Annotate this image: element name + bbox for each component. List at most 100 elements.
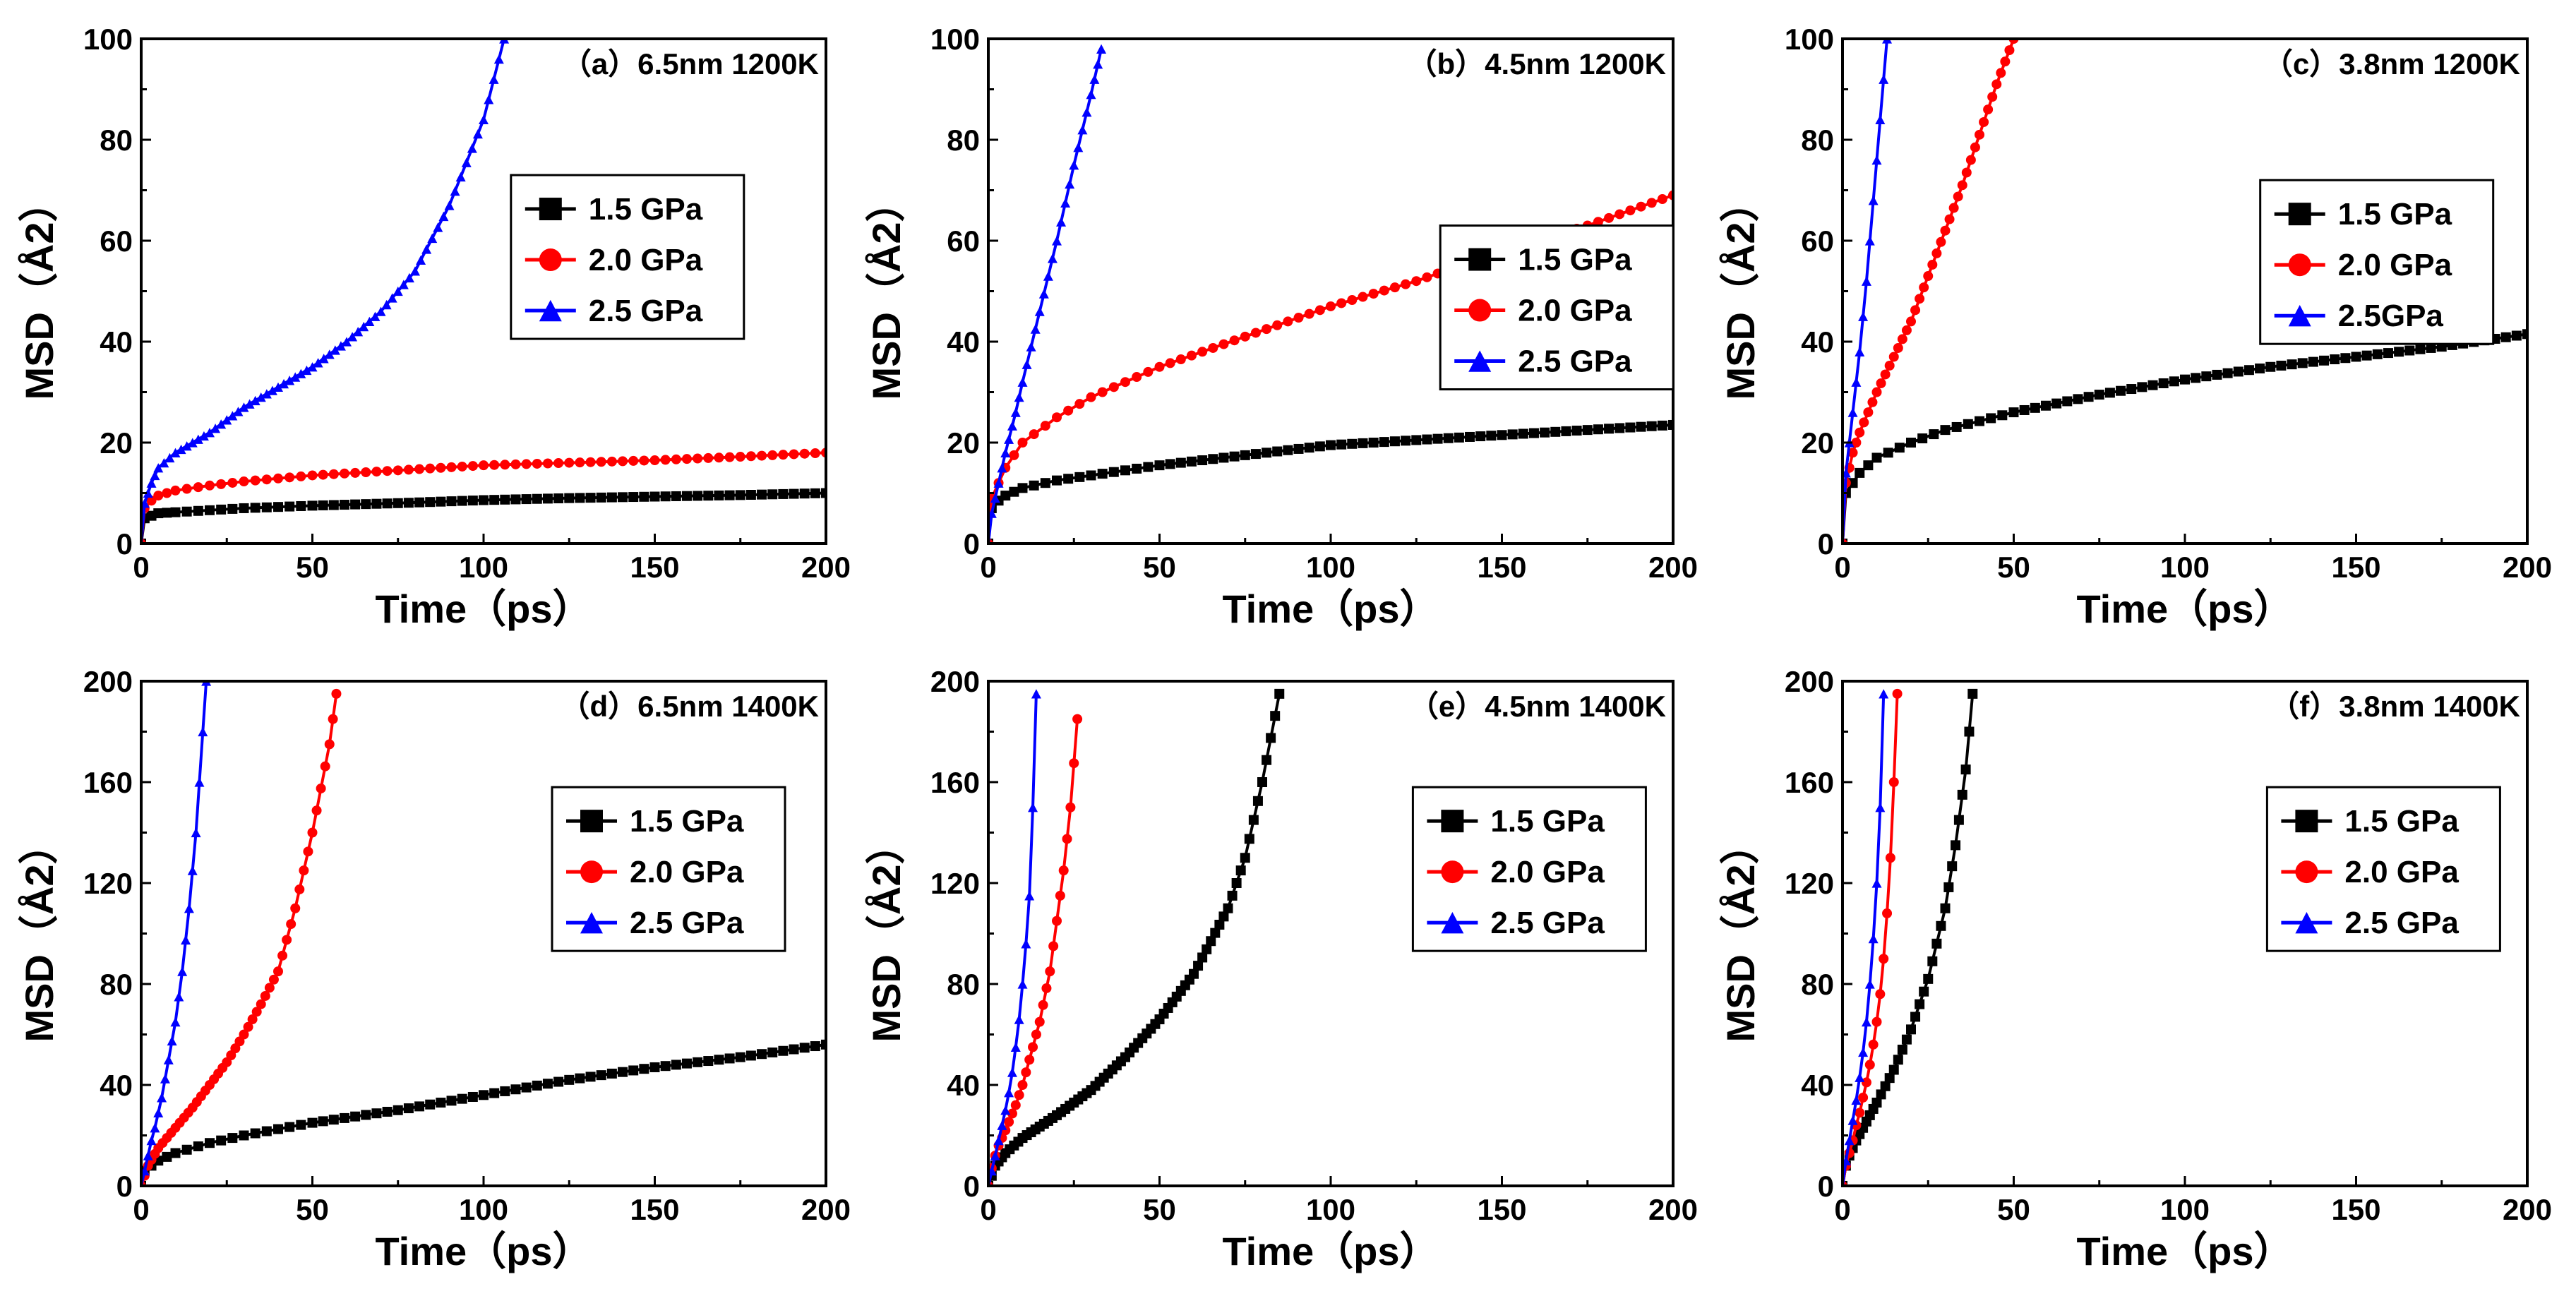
data-point [671, 454, 681, 464]
data-point [2073, 394, 2083, 404]
series-line [1843, 39, 1889, 544]
data-point [649, 455, 660, 466]
data-point [521, 459, 532, 469]
data-point [393, 465, 403, 476]
data-point [521, 1082, 532, 1093]
series-d-3 [141, 681, 212, 1186]
data-point [767, 1047, 778, 1057]
data-point [1214, 919, 1225, 930]
legend-label: 1.5 GPa [2344, 804, 2459, 839]
data-point [1957, 789, 1967, 800]
series-c-2 [1843, 39, 2019, 544]
data-point [318, 469, 328, 480]
data-point [301, 365, 312, 376]
data-point [1074, 472, 1085, 482]
y-tick-label: 20 [1801, 426, 1834, 460]
data-point [261, 502, 272, 512]
data-point [2019, 404, 2030, 415]
data-point [521, 494, 532, 505]
data-point [1465, 431, 1475, 442]
data-point [1871, 878, 1882, 888]
data-point [433, 222, 443, 232]
data-point [693, 491, 703, 501]
data-point [639, 455, 649, 466]
data-point [1625, 205, 1636, 216]
y-tick-label: 100 [930, 23, 980, 56]
data-point [393, 498, 403, 508]
data-point [2243, 365, 2254, 376]
data-point [1871, 387, 1882, 397]
data-point [1218, 452, 1229, 463]
data-point [1026, 342, 1036, 352]
data-point [1986, 413, 1996, 424]
data-point [1186, 456, 1197, 467]
data-point [382, 466, 393, 476]
data-point [1240, 331, 1250, 342]
data-point [1293, 313, 1304, 323]
data-point [296, 1120, 306, 1130]
data-point [404, 272, 414, 283]
data-point [150, 1123, 160, 1133]
legend-marker [2288, 253, 2311, 277]
data-point [564, 1074, 575, 1085]
data-point [1867, 397, 1878, 407]
data-point [436, 1098, 446, 1108]
legend-marker [2295, 860, 2318, 884]
legend-label: 2.5 GPa [630, 906, 744, 940]
panel-title: （f）3.8nm 1400K [2270, 690, 2520, 723]
data-point [436, 496, 446, 507]
y-tick-label: 0 [116, 1170, 133, 1203]
x-tick-label: 50 [296, 551, 329, 584]
data-point [1940, 425, 1951, 436]
series-b-1 [988, 419, 1673, 544]
data-point [1657, 194, 1667, 205]
data-point [1906, 316, 1916, 327]
data-point [191, 827, 201, 838]
x-tick-label: 200 [2503, 1193, 2552, 1226]
data-point [361, 499, 371, 510]
data-point [1863, 407, 1874, 418]
legend-marker [1441, 810, 1464, 833]
data-point [542, 458, 553, 469]
y-tick-label: 80 [100, 968, 133, 1001]
data-point [2351, 352, 2361, 362]
legend-label: 1.5 GPa [2338, 197, 2452, 232]
x-tick-label: 150 [2331, 1193, 2380, 1226]
data-point [264, 983, 275, 993]
data-point [1561, 426, 1571, 436]
data-point [479, 495, 489, 505]
data-point [163, 1055, 174, 1064]
data-point [639, 1064, 649, 1074]
data-point [660, 455, 671, 465]
data-point [273, 473, 283, 484]
data-point [353, 327, 364, 337]
data-point [425, 497, 436, 508]
data-point [1871, 155, 1882, 165]
data-point [997, 1120, 1007, 1130]
data-point [1855, 1072, 1865, 1082]
data-point [1604, 424, 1615, 434]
data-point [1010, 407, 1021, 417]
data-point [1906, 438, 1916, 448]
legend-marker [580, 810, 603, 833]
data-point [1154, 361, 1165, 372]
data-point [307, 362, 318, 372]
data-point [1855, 347, 1865, 356]
data-point [671, 1060, 681, 1070]
data-point [1401, 279, 1411, 289]
legend-label: 1.5 GPa [630, 804, 744, 839]
panel-title: （e）4.5nm 1400K [1409, 690, 1666, 723]
data-point [489, 495, 500, 505]
data-point [1475, 431, 1486, 442]
series-c-1 [1843, 329, 2527, 544]
data-point [606, 492, 617, 503]
data-point [2383, 348, 2393, 359]
data-point [1858, 1047, 1869, 1057]
data-point [296, 471, 306, 481]
data-point [1028, 803, 1038, 812]
data-point [382, 498, 393, 509]
data-point [1943, 882, 1954, 892]
data-point [216, 504, 227, 515]
data-point [250, 1128, 260, 1139]
